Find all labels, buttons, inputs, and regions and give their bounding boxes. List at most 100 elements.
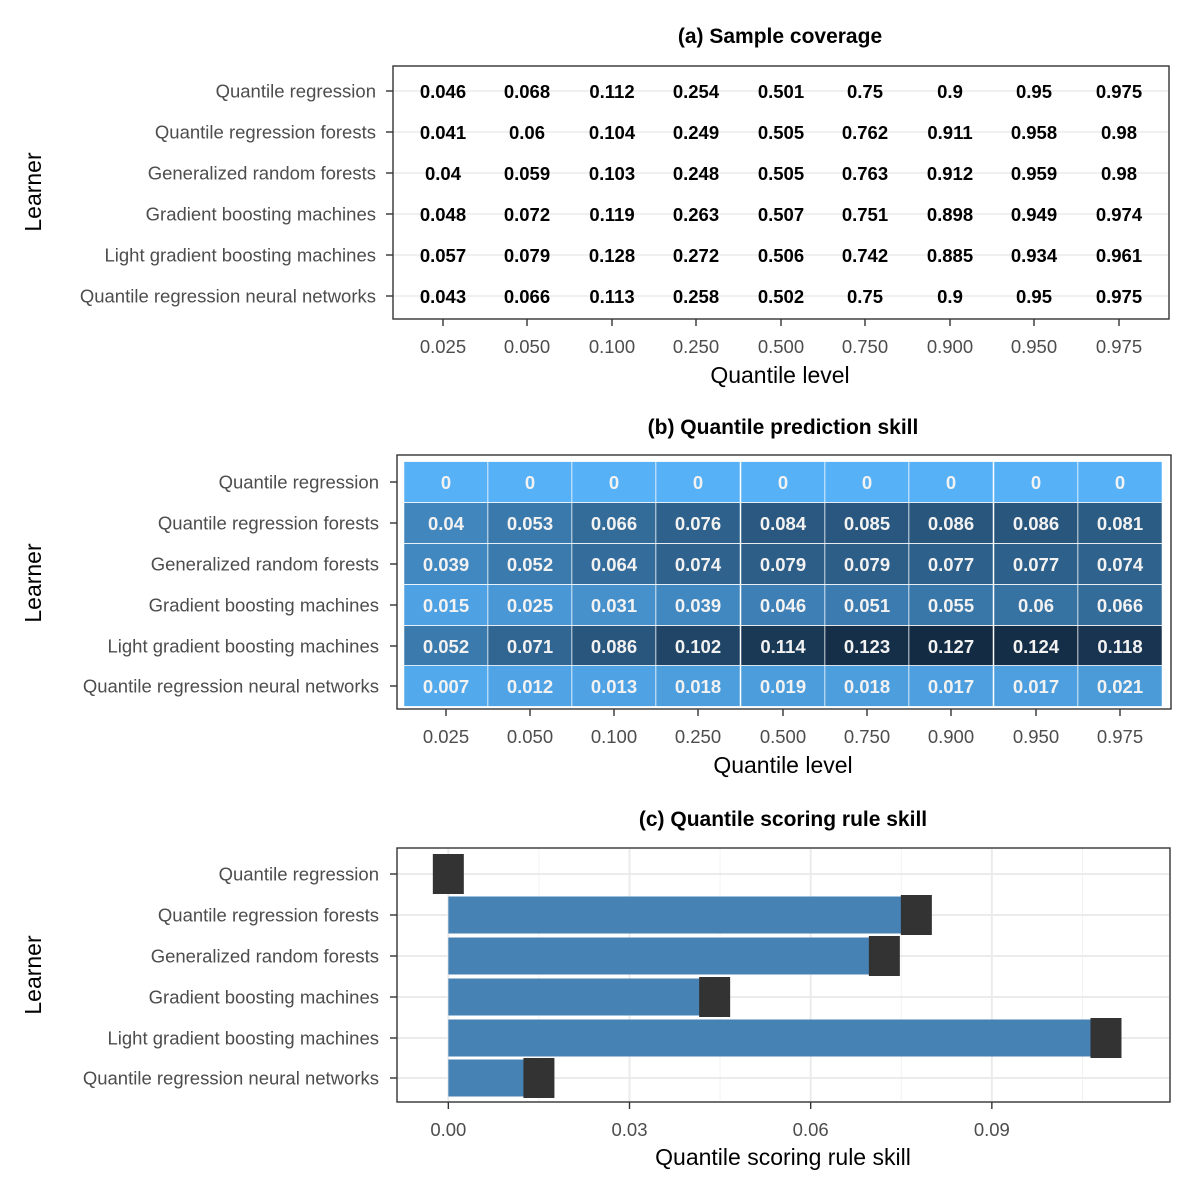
panel-b-y-axis-title: Learner: [20, 543, 46, 623]
panel-b-frame: [396, 454, 1172, 710]
panel-a-cell: 0.079: [504, 245, 550, 266]
panel-b-heatmap-cell: [655, 584, 741, 626]
panel-a-x-tick-label: 0.025: [420, 336, 466, 357]
panel-c-y-tick-label: Quantile regression: [219, 864, 379, 885]
panel-b-x-tick-label: 0.025: [423, 726, 469, 747]
panel-a: (a) Sample coverage 0.046 0.068 0.112 0.254…: [20, 25, 1170, 388]
panel-b-cell-label: 0: [525, 472, 535, 493]
panel-b-cell-label: 0: [441, 472, 451, 493]
panel-a-cell: 0.751: [842, 204, 888, 225]
panel-a-cell: 0.9: [937, 286, 963, 307]
panel-b-heatmap-cell: [993, 584, 1079, 626]
panel-b-heatmap-cell: [1077, 461, 1163, 503]
panel-b-y-tick-label: Light gradient boosting machines: [107, 636, 379, 657]
panel-b-cell-label: 0.039: [423, 554, 469, 575]
panel-c-value-marker: [900, 895, 932, 935]
panel-b-cell-label: 0: [946, 472, 956, 493]
panel-b-heatmap-cell: [655, 665, 741, 707]
panel-b-heatmap-cell: [824, 665, 910, 707]
panel-a-cell: 0.934: [1011, 245, 1058, 266]
panel-b-heatmap-cell: [1077, 665, 1163, 707]
panel-a-cell: 0.975: [1096, 81, 1142, 102]
panel-b-cell-label: 0.064: [591, 554, 638, 575]
panel-a-cell: 0.958: [1011, 122, 1057, 143]
panel-b-x-tick-label: 0.050: [507, 726, 553, 747]
panel-a-cell: 0.9: [937, 81, 963, 102]
panel-a-cell: 0.98: [1101, 122, 1137, 143]
panel-b-cell-label: 0.077: [928, 554, 974, 575]
panel-b-y-tick-label: Quantile regression: [219, 472, 379, 493]
panel-a-cell: 0.949: [1011, 204, 1057, 225]
panel-a-cell: 0.066: [504, 286, 550, 307]
panel-b-cell-label: 0.04: [428, 513, 465, 534]
panel-a-cell: 0.113: [589, 286, 634, 307]
panel-b-cell-label: 0.114: [760, 636, 806, 657]
panel-c-bar: [448, 978, 715, 1016]
panel-b-cell-label: 0.074: [1097, 554, 1144, 575]
panel-b-heatmap-cell: [824, 502, 910, 544]
panel-a-cell: 0.272: [673, 245, 719, 266]
panel-c-y-tick-label: Light gradient boosting machines: [107, 1028, 379, 1049]
panel-a-cell: 0.95: [1016, 81, 1052, 102]
panel-a-cell: 0.505: [758, 163, 804, 184]
panel-b-heatmap-cell: [908, 625, 994, 667]
panel-a-frame: [392, 65, 1170, 320]
panel-b-cell-label: 0.017: [1013, 676, 1059, 697]
panel-b-cell-label: 0.025: [507, 595, 553, 616]
panel-b-x-tick-label: 0.100: [591, 726, 637, 747]
panel-c-value-marker: [868, 936, 900, 976]
panel-a-cell: 0.506: [758, 245, 804, 266]
panel-b-cell-label: 0: [1031, 472, 1041, 493]
panel-b-cell-label: 0: [862, 472, 872, 493]
panel-b-cell-label: 0.018: [844, 676, 890, 697]
panel-b-cell-label: 0.077: [1013, 554, 1059, 575]
panel-a-cell: 0.128: [589, 245, 635, 266]
panel-b-x-axis-title: Quantile level: [713, 752, 852, 778]
panel-b-cell-label: 0.085: [844, 513, 890, 534]
panel-a-cell: 0.75: [847, 81, 883, 102]
panel-a-cell: 0.507: [758, 204, 804, 225]
panel-c-y-tick-label: Gradient boosting machines: [149, 987, 379, 1008]
panel-a-cell: 0.763: [842, 163, 888, 184]
panel-b-heatmap-cell: [740, 543, 826, 585]
panel-c-y-tick-label: Quantile regression forests: [158, 905, 379, 926]
panel-c-value-marker: [1090, 1018, 1122, 1058]
panel-b-heatmap-cell: [740, 584, 826, 626]
panel-b-heatmap-cell: [824, 625, 910, 667]
panel-a-cell: 0.046: [420, 81, 466, 102]
panel-b: (b) Quantile prediction skill 0 0 0 0 0 0 0 0 0 0…: [20, 416, 1172, 778]
panel-a-cell: 0.104: [589, 122, 636, 143]
panel-b-cell-label: 0.127: [928, 636, 974, 657]
panel-b-cell-label: 0.084: [760, 513, 807, 534]
panel-b-y-tick-label: Quantile regression forests: [158, 513, 379, 534]
panel-a-cell: 0.043: [420, 286, 466, 307]
panel-b-heatmap-cell: [740, 625, 826, 667]
panel-a-cell: 0.057: [420, 245, 466, 266]
panel-a-cell: 0.059: [504, 163, 550, 184]
panel-b-cell-label: 0.086: [1013, 513, 1059, 534]
panel-b-cell-label: 0.015: [423, 595, 469, 616]
panel-b-x-tick-label: 0.975: [1097, 726, 1143, 747]
panel-b-heatmap-cell: [571, 665, 657, 707]
panel-c-title: (c) Quantile scoring rule skill: [639, 808, 927, 831]
panel-b-heatmap-cell: [740, 665, 826, 707]
panel-c-x-tick-label: 0.06: [793, 1119, 829, 1140]
panel-c-bar: [448, 937, 885, 975]
panel-b-heatmap-cell: [908, 665, 994, 707]
panel-a-cell: 0.103: [589, 163, 635, 184]
panel-b-cell-label: 0.081: [1097, 513, 1143, 534]
panel-b-cell-label: 0.019: [760, 676, 806, 697]
panel-a-cell: 0.041: [420, 122, 466, 143]
panel-b-x-tick-label: 0.750: [844, 726, 890, 747]
panel-b-cell-label: 0.074: [675, 554, 722, 575]
panel-a-x-axis-title: Quantile level: [710, 362, 849, 388]
panel-a-x-tick-label: 0.250: [673, 336, 719, 357]
panel-b-cell-label: 0.102: [675, 636, 721, 657]
panel-c-value-marker: [523, 1058, 555, 1098]
panel-b-cell-label: 0.086: [591, 636, 637, 657]
panel-b-heatmap-cell: [740, 461, 826, 503]
panel-b-cell-label: 0.053: [507, 513, 553, 534]
panel-a-cell: 0.248: [673, 163, 719, 184]
panel-b-heatmap-cell: [740, 502, 826, 544]
panel-a-cell: 0.502: [758, 286, 804, 307]
